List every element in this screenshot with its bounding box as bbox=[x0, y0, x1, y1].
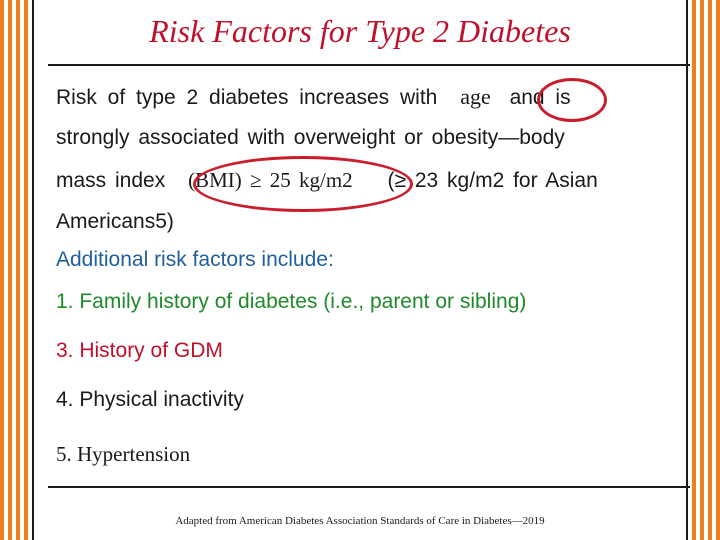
age-keyword: age bbox=[460, 84, 491, 109]
source-citation: Adapted from American Diabetes Associati… bbox=[175, 515, 545, 527]
risk-factor-hypertension: 5. Hypertension bbox=[56, 442, 191, 466]
intro-line-1-pre: Risk of type 2 diabetes increases with bbox=[56, 86, 438, 109]
risk-factor-gdm: 3. History of GDM bbox=[56, 339, 223, 362]
left-orange-stripe-border bbox=[0, 0, 32, 540]
intro-line-4: Americans5) bbox=[56, 210, 174, 233]
left-border-rule bbox=[32, 0, 34, 540]
risk-factor-physical-inactivity: 4. Physical inactivity bbox=[56, 388, 244, 411]
risk-factor-family-history: 1. Family history of diabetes (i.e., par… bbox=[56, 290, 527, 313]
additional-factors-heading: Additional risk factors include: bbox=[56, 248, 334, 271]
intro-line-3-post: (≥ 23 kg/m2 for Asian bbox=[387, 169, 598, 192]
intro-line-1: Risk of type 2 diabetes increases with a… bbox=[56, 84, 571, 110]
footer-divider bbox=[48, 486, 690, 488]
bmi-highlight-circle bbox=[193, 156, 413, 212]
intro-line-2: strongly associated with overweight or o… bbox=[56, 126, 565, 149]
age-highlight-circle bbox=[537, 78, 607, 122]
title-divider bbox=[48, 64, 690, 66]
slide-title: Risk Factors for Type 2 Diabetes bbox=[149, 13, 571, 49]
right-border-rule bbox=[686, 0, 688, 540]
right-orange-stripe-border bbox=[688, 0, 720, 540]
intro-line-3-pre: mass index bbox=[56, 169, 166, 192]
